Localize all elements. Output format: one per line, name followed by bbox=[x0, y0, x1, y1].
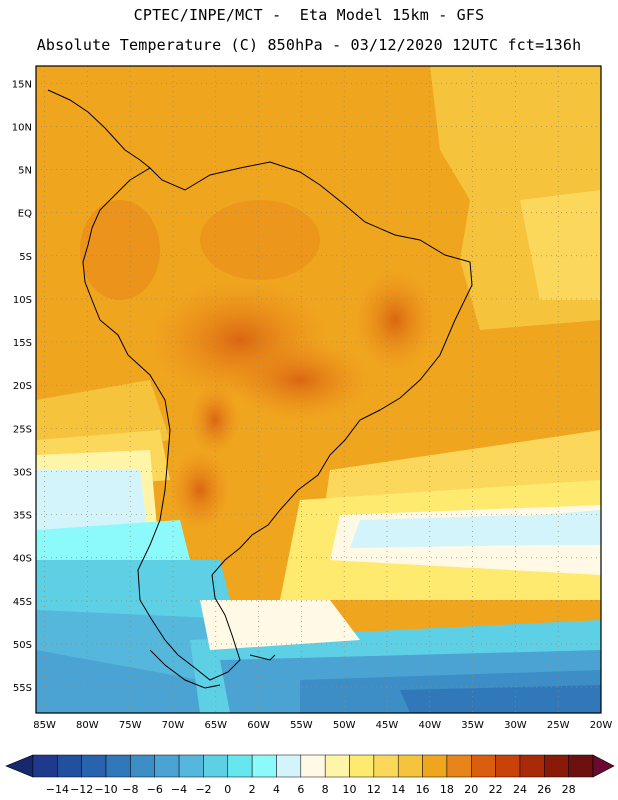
map-subtitle: Absolute Temperature (C) 850hPa - 03/12/… bbox=[36, 36, 582, 54]
longitude-label: 60W bbox=[247, 720, 270, 731]
colorbar-swatch bbox=[251, 754, 277, 778]
latitude-labels: 15N 10N 5N EQ 5S 10S 15S 20S 25S 30S 35S 40S 45S 50S 5… bbox=[12, 79, 32, 694]
colorbar-swatch bbox=[130, 754, 155, 778]
latitude-label: 35S bbox=[13, 511, 32, 522]
colorbar-label: 28 bbox=[562, 783, 576, 796]
latitude-label: 10S bbox=[13, 295, 32, 306]
latitude-label: 20S bbox=[13, 381, 32, 392]
colorbar-swatch bbox=[422, 754, 448, 778]
longitude-label: 55W bbox=[290, 720, 313, 731]
colorbar-swatch bbox=[495, 754, 521, 778]
colorbar-label: 12 bbox=[367, 783, 381, 796]
colorbar-swatch bbox=[32, 754, 58, 778]
colorbar-label: 16 bbox=[416, 783, 430, 796]
longitude-label: 75W bbox=[119, 720, 142, 731]
colorbar-label: 26 bbox=[537, 783, 551, 796]
colorbar-label: 22 bbox=[489, 783, 503, 796]
colorbar-label: −14 bbox=[46, 783, 69, 796]
colorbar-label: 6 bbox=[297, 783, 304, 796]
longitude-label: 20W bbox=[590, 720, 613, 731]
colorbar-label: −6 bbox=[147, 783, 163, 796]
colorbar-swatch bbox=[471, 754, 496, 778]
latitude-label: 45S bbox=[13, 597, 32, 608]
longitude-label: 50W bbox=[333, 720, 356, 731]
colorbar-labels: −14 −12 −10 −8 −6 −4 −2 0 2 4 6 8 10 12 14 16 18 20 22 24 26… bbox=[46, 783, 576, 796]
longitude-label: 40W bbox=[418, 720, 441, 731]
colorbar-swatch bbox=[324, 754, 350, 778]
colorbar-label: 18 bbox=[440, 783, 454, 796]
coastlines bbox=[47, 89, 473, 689]
colorbar-label: 14 bbox=[391, 783, 405, 796]
graticule bbox=[36, 66, 602, 713]
colorbar-swatch bbox=[373, 754, 399, 778]
colorbar-swatch bbox=[544, 754, 569, 778]
colorbar-swatch bbox=[154, 754, 180, 778]
latitude-label: 10N bbox=[12, 122, 32, 133]
latitude-label: 15S bbox=[13, 338, 32, 349]
colorbar-swatch bbox=[300, 754, 326, 778]
latitude-label: 40S bbox=[13, 554, 32, 565]
latitude-label: 50S bbox=[13, 640, 32, 651]
colorbar-label: 2 bbox=[249, 783, 256, 796]
colorbar-swatch bbox=[397, 754, 423, 778]
latitude-label: EQ bbox=[18, 209, 32, 220]
latitude-label: 25S bbox=[13, 424, 32, 435]
colorbar-swatch bbox=[568, 754, 594, 778]
colorbar-label: −10 bbox=[94, 783, 117, 796]
colorbar-swatch bbox=[276, 754, 302, 778]
colorbar-label: 20 bbox=[464, 783, 478, 796]
longitude-label: 85W bbox=[33, 720, 56, 731]
colorbar-label: 4 bbox=[273, 783, 280, 796]
longitude-label: 45W bbox=[376, 720, 399, 731]
colorbar-label: −12 bbox=[70, 783, 93, 796]
longitude-labels: 85W 80W 75W 70W 65W 60W 55W 50W 45W 40W 35W 30W 25W 2… bbox=[33, 720, 612, 731]
longitude-label: 35W bbox=[461, 720, 484, 731]
colorbar-label: 24 bbox=[513, 783, 527, 796]
colorbar-label: −8 bbox=[122, 783, 138, 796]
map-frame bbox=[35, 65, 602, 714]
map-title: CPTEC/INPE/MCT - Eta Model 15km - GFS bbox=[133, 6, 485, 24]
colorbar-low-arrow bbox=[5, 754, 34, 778]
longitude-label: 30W bbox=[504, 720, 527, 731]
latitude-label: 15N bbox=[12, 79, 32, 90]
colorbar-swatch bbox=[178, 754, 204, 778]
latitude-label: 30S bbox=[13, 467, 32, 478]
longitude-label: 70W bbox=[162, 720, 185, 731]
colorbar-swatch bbox=[446, 754, 472, 778]
colorbar-label: −4 bbox=[171, 783, 187, 796]
colorbar-swatch bbox=[81, 754, 107, 778]
colorbar-label: 10 bbox=[343, 783, 357, 796]
colorbar-label: −2 bbox=[195, 783, 211, 796]
latitude-label: 5S bbox=[19, 252, 32, 263]
colorbar-swatch bbox=[105, 754, 131, 778]
colorbar-label: 8 bbox=[322, 783, 329, 796]
temperature-field bbox=[36, 66, 601, 713]
colorbar-swatch bbox=[519, 754, 545, 778]
colorbar-high-arrow bbox=[592, 754, 615, 778]
latitude-label: 55S bbox=[13, 683, 32, 694]
longitude-label: 65W bbox=[204, 720, 227, 731]
colorbar bbox=[5, 754, 615, 778]
colorbar-label: 0 bbox=[224, 783, 231, 796]
colorbar-swatch bbox=[57, 754, 82, 778]
longitude-label: 25W bbox=[547, 720, 570, 731]
colorbar-swatch bbox=[227, 754, 253, 778]
colorbar-swatch bbox=[349, 754, 375, 778]
longitude-label: 80W bbox=[76, 720, 99, 731]
colorbar-swatch bbox=[203, 754, 229, 778]
latitude-label: 5N bbox=[18, 166, 32, 177]
